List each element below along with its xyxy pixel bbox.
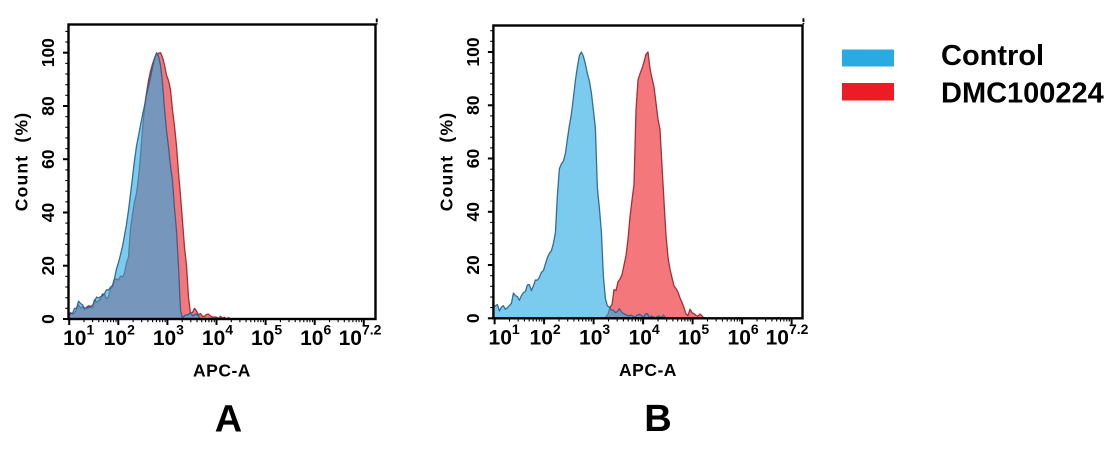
svg-text:DMC100224: DMC100224: [941, 78, 1104, 110]
svg-text:Count (%): Count (%): [12, 112, 32, 211]
svg-text:20: 20: [463, 255, 483, 275]
svg-text:80: 80: [463, 95, 483, 115]
svg-text:B: B: [644, 398, 671, 440]
svg-text:APC-A: APC-A: [193, 361, 251, 381]
svg-text:80: 80: [38, 96, 58, 116]
svg-text:100: 100: [463, 37, 483, 66]
svg-text:Count (%): Count (%): [436, 112, 456, 211]
svg-text:40: 40: [38, 203, 58, 223]
svg-text:60: 60: [38, 149, 58, 169]
svg-text:40: 40: [463, 202, 483, 222]
svg-text:60: 60: [463, 149, 483, 169]
svg-text:APC-A: APC-A: [619, 360, 677, 380]
svg-text:Control: Control: [941, 40, 1044, 72]
svg-text:20: 20: [38, 256, 58, 276]
svg-text:100: 100: [38, 38, 58, 67]
svg-text:A: A: [215, 399, 242, 441]
svg-text:0: 0: [38, 314, 58, 324]
svg-text:0: 0: [463, 313, 483, 323]
